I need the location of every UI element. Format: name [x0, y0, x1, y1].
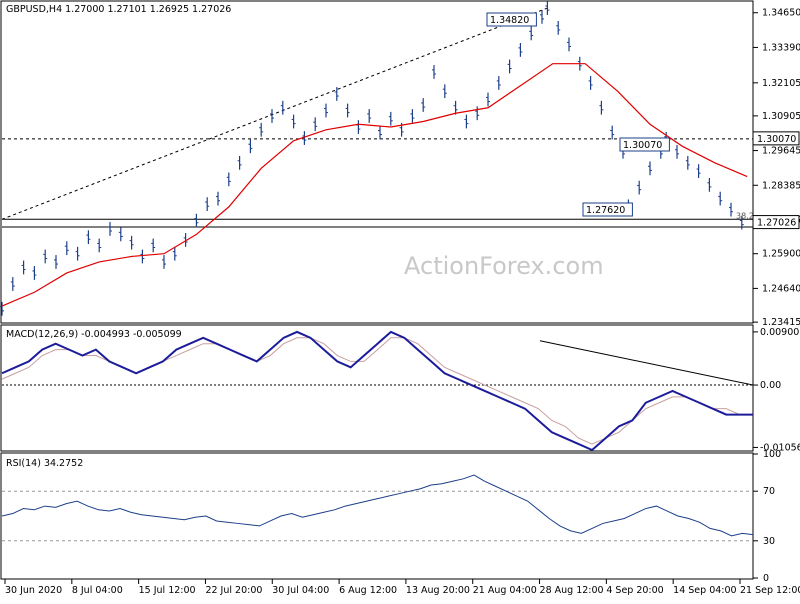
macd-y-tick-label: 0.009003: [760, 327, 800, 338]
macd-y-tick-label: 0.00: [760, 380, 781, 391]
x-tick-label: 28 Aug 12:00: [540, 585, 604, 596]
x-tick-label: 13 Aug 20:00: [406, 585, 470, 596]
rsi-line: [1, 474, 754, 537]
moving-average-line: [1, 63, 748, 307]
macd-y-tick-label: -0.010566: [760, 442, 800, 453]
x-tick-label: 15 Jul 12:00: [139, 585, 196, 596]
low-price-label-box: [582, 202, 633, 217]
macd-panel-frame: [0, 324, 754, 452]
x-tick-label: 22 Jul 20:00: [205, 585, 262, 596]
price-y-tick-label: 1.24640: [762, 283, 800, 294]
x-tick-label: 4 Sep 20:00: [606, 585, 663, 596]
price-y-tick-label: 1.29645: [762, 146, 800, 157]
price-panel-frame: [0, 0, 754, 324]
right-mark-text: 1.30070: [757, 134, 796, 145]
macd-trendline: [539, 340, 754, 386]
x-tick-label: 21 Aug 04:00: [473, 585, 537, 596]
high-price-label-text: 1.34820: [490, 15, 529, 26]
price-y-tick-label: 1.23415: [762, 317, 800, 328]
low-price-label-text: 1.27620: [586, 205, 625, 216]
rsi-panel-frame: [0, 452, 754, 580]
price-y-tick-label: 1.30905: [762, 111, 800, 122]
chart-title: GBPUSD,H4 1.27000 1.27101 1.26925 1.2702…: [6, 4, 231, 15]
macd-line: [1, 330, 753, 452]
price-group: 1.34650 1.33390 1.32105 1.30905 1.29645 1.283…: [0, 1, 800, 328]
rsi-y-tick-label: 70: [763, 486, 775, 497]
watermark: ActionForex.com: [404, 252, 604, 280]
x-tick-label: 8 Jul 04:00: [72, 585, 123, 596]
price-y-tick-label: 1.33390: [762, 42, 800, 53]
price-y-tick-label: 1.34650: [762, 8, 800, 19]
x-tick-label: 21 Sep 12:00: [740, 585, 800, 596]
right-price-text: 1.27026: [757, 218, 796, 229]
right-price-box: [752, 215, 800, 230]
macd-group: 0.009003 0.00 -0.010566: [1, 327, 800, 453]
price-y-tick-label: 1.32105: [762, 78, 800, 89]
rsi-group: 100 70 30 0 30 Jun 2020 8 Jul 04:00 15 Jul 12:…: [1, 449, 800, 596]
macd-title: MACD(12,26,9) -0.004993 -0.005099: [6, 329, 182, 340]
mid-price-label-text: 1.30070: [623, 140, 662, 151]
x-tick-label: 30 Jun 2020: [5, 585, 62, 596]
price-y-tick-label: 1.28385: [762, 180, 800, 191]
price-y-tick-label: 1.25900: [762, 249, 800, 260]
fib-text: 38.2: [736, 211, 754, 220]
rsi-y-tick-label: 30: [763, 536, 775, 547]
x-tick-label: 30 Jul 04:00: [272, 585, 329, 596]
trendline: [1, 7, 548, 220]
right-mark-box: [752, 131, 800, 146]
high-price-label-box: [486, 12, 537, 27]
macd-signal-line: [1, 337, 753, 445]
x-tick-label: 14 Sep 04:00: [673, 585, 736, 596]
x-tick-label: 6 Aug 12:00: [339, 585, 397, 596]
rsi-y-tick-label: 100: [763, 449, 781, 460]
rsi-y-tick-label: 0: [763, 573, 769, 584]
mid-price-label-box: [619, 137, 670, 152]
rsi-title: RSI(14) 34.2752: [6, 458, 83, 469]
